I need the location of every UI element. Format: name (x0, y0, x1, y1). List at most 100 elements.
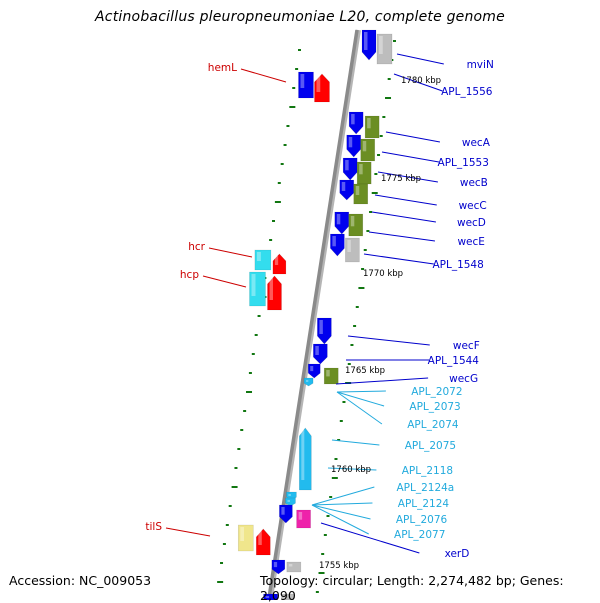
rna-apl2124 (285, 497, 296, 507)
gene-wecc-b-highlight (359, 164, 363, 175)
label-hcp: hcp (180, 269, 199, 281)
gene-bottom-b-shape (281, 593, 294, 600)
label-apl_2124-leader (311, 502, 373, 506)
tick-mark (298, 49, 301, 51)
tick-mark (277, 182, 281, 184)
label-wecd: wecD (457, 217, 486, 229)
gene-hcp-box (249, 271, 266, 307)
rna-apl2118-highlight (288, 494, 291, 496)
gene-hcp (267, 275, 282, 311)
gene-wecb (346, 134, 362, 158)
gene-apl2076 (279, 504, 293, 524)
tick-mark (369, 211, 373, 213)
tick-mark (371, 192, 378, 194)
rna-apl2075 (299, 427, 312, 491)
gene-apl1556 (376, 33, 393, 65)
tick-mark (234, 467, 238, 469)
map-title: Actinobacillus pleuropneumoniae L20, com… (95, 9, 505, 25)
gene-apl1548-shape (330, 233, 345, 257)
gene-xerd-shape (271, 559, 286, 575)
tick-mark (228, 505, 232, 507)
gene-wecf (317, 317, 332, 345)
label-leader-lines (165, 53, 444, 554)
gene-hcr (272, 253, 287, 275)
label-xerd: xerD (445, 548, 470, 560)
label-wecc: wecC (459, 200, 487, 212)
label-apl_2074-leader (336, 391, 383, 425)
gene-apl2077-highlight (298, 512, 303, 520)
rna-apl2072-shape (303, 377, 314, 387)
tick-mark (217, 581, 224, 583)
gene-wecf-highlight (319, 320, 323, 334)
gene-mvin-shape (361, 29, 377, 61)
gene-apl1548 (330, 233, 345, 257)
gene-tils-box-shape (237, 524, 254, 552)
label-weca-leader (385, 131, 440, 143)
tick-mark (272, 220, 276, 222)
gene-xerd-b-shape (286, 561, 302, 573)
gene-apl1553-shape (364, 115, 380, 139)
label-mvin-leader (396, 53, 444, 65)
tick-mark (283, 144, 287, 146)
gene-wece-b-shape (348, 213, 364, 237)
tick-mark (331, 477, 338, 479)
gene-wecc-shape (342, 157, 358, 181)
tick-mark (366, 230, 370, 232)
gene-wece-b-highlight (350, 216, 355, 227)
tick-mark (251, 353, 255, 355)
label-apl_2124a-leader (311, 486, 375, 506)
gene-apl1556-highlight (379, 36, 383, 54)
gene-heml (314, 73, 330, 103)
gene-wecg-small (307, 363, 321, 379)
label-tils: tilS (145, 521, 162, 533)
gene-tils-highlight (258, 531, 262, 545)
scale-label: 1770 kbp (363, 269, 403, 279)
gene-wece-highlight (336, 214, 341, 225)
tick-mark (237, 448, 241, 450)
rna-apl2075-shape (299, 427, 312, 491)
tick-mark (295, 68, 299, 70)
gene-wecc-b (356, 161, 372, 185)
tick-mark (323, 534, 327, 536)
gene-wecg-small-shape (307, 363, 321, 379)
tick-mark (248, 372, 252, 374)
gene-apl2076-shape (279, 504, 293, 524)
tick-mark (379, 135, 383, 137)
gene-mvin-highlight (364, 32, 368, 50)
label-apl_2072: APL_2072 (411, 386, 462, 398)
gene-wecd-b (353, 183, 369, 205)
label-wecc-leader (374, 194, 437, 206)
gene-wecf-shape (317, 317, 332, 345)
label-apl_1548: APL_1548 (432, 259, 483, 271)
scale-label: 1760 kbp (331, 465, 371, 475)
gene-wecc-b-shape (356, 161, 372, 185)
label-wecf: wecF (453, 340, 480, 352)
gene-apl1544-highlight (315, 346, 319, 355)
gene-xerd-highlight (273, 562, 278, 568)
scale-label: 1775 kbp (381, 174, 421, 184)
label-tils-leader (165, 527, 211, 537)
gene-wecc-highlight (345, 160, 349, 171)
label-weca: wecA (462, 137, 491, 149)
tick-mark (280, 163, 284, 165)
tick-mark (246, 391, 253, 393)
tick-mark (353, 325, 357, 327)
tick-mark (382, 116, 386, 118)
gene-labels: mviN APL_1556 wecA APL_1553 wecB wecC wecD wecE… (145, 59, 493, 560)
label-apl_2076: APL_2076 (396, 514, 448, 526)
label-apl_1553: APL_1553 (438, 157, 489, 169)
tick-mark (385, 97, 392, 99)
tick-mark (321, 553, 325, 555)
scale-label: 1765 kbp (345, 366, 385, 376)
label-wecb: wecB (460, 177, 488, 189)
gene-hcr-highlight (274, 256, 279, 265)
label-apl_1548-leader (363, 253, 434, 265)
gene-apl1556-shape (376, 33, 393, 65)
rna-apl2124-highlight (287, 500, 290, 502)
rna-apl2072-highlight (306, 380, 309, 382)
rna-apl2075-highlight (301, 430, 305, 480)
label-mvin: mviN (467, 59, 494, 71)
tick-mark (337, 439, 341, 441)
gene-tils (255, 528, 271, 556)
